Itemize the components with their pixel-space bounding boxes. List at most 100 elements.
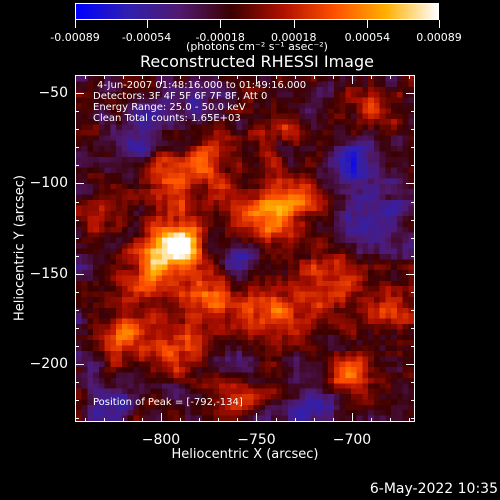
y-axis-tick <box>75 201 79 203</box>
x-axis-tick-top <box>160 75 162 84</box>
colorbar-tick-label: -0.00054 <box>121 31 172 44</box>
y-axis-tick-right <box>411 255 415 257</box>
plot-area <box>75 75 415 422</box>
heatmap-image <box>76 76 414 421</box>
y-axis-tick <box>75 328 79 330</box>
colorbar-units-label: (photons cm⁻² s⁻¹ asec⁻²) <box>186 40 328 53</box>
x-axis-tick-top <box>390 75 392 79</box>
x-axis-tick <box>313 418 315 422</box>
x-axis-tick-top <box>275 75 277 79</box>
y-axis-tick-right <box>411 309 415 311</box>
y-axis-tick <box>75 309 79 311</box>
y-axis-label: Heliocentric Y (arcsec) <box>12 175 28 321</box>
x-axis-tick <box>218 418 220 422</box>
x-axis-tick <box>351 413 353 422</box>
y-axis-tick-right <box>411 75 415 76</box>
y-axis-tick-right <box>411 111 415 113</box>
x-axis-tick <box>199 418 201 422</box>
x-axis-tick-top <box>294 75 296 79</box>
y-tick-label-150: −150 <box>29 265 68 282</box>
x-axis-tick-top <box>141 75 143 79</box>
colorbar-tick <box>220 20 222 28</box>
colorbar-tick <box>367 20 369 28</box>
y-axis-tick <box>75 291 79 293</box>
y-axis-tick-right <box>406 93 415 95</box>
y-axis-tick <box>75 183 84 185</box>
x-axis-tick <box>332 418 334 422</box>
colorbar-tick <box>293 20 295 28</box>
x-axis-tick <box>103 418 105 422</box>
y-tick-label-100: −100 <box>29 175 68 192</box>
y-axis-tick <box>75 400 79 402</box>
info-detectors: Detectors: 3F 4F 5F 6F 7F 8F, Att 0 <box>93 91 268 102</box>
x-axis-tick-top <box>84 75 86 79</box>
x-tick-label-750: −750 <box>237 432 276 448</box>
y-axis-tick <box>75 382 79 384</box>
date-stamp: 6-May-2022 10:35 <box>369 481 498 497</box>
y-axis-tick <box>75 129 79 131</box>
y-axis-tick <box>75 418 79 420</box>
y-axis-tick <box>75 346 79 348</box>
y-axis-tick-right <box>411 237 415 239</box>
colorbar-tick <box>75 20 76 28</box>
y-tick-label-200: −200 <box>29 356 68 373</box>
x-axis-tick-top <box>199 75 201 79</box>
x-axis-tick-top <box>313 75 315 79</box>
x-axis-tick-top <box>332 75 334 79</box>
y-axis-tick-right <box>411 129 415 131</box>
colorbar-tick-label: -0.00089 <box>50 31 100 44</box>
y-axis-tick-right <box>411 418 415 420</box>
x-axis-tick <box>122 418 124 422</box>
x-axis-label: Heliocentric X (arcsec) <box>171 447 319 462</box>
x-axis-tick <box>256 413 258 422</box>
y-axis-tick-right <box>411 328 415 330</box>
x-axis-tick <box>160 413 162 422</box>
y-axis-tick <box>75 364 84 366</box>
colorbar-tick <box>439 20 440 28</box>
info-peak-position: Position of Peak = [-792,-134] <box>93 397 243 408</box>
y-axis-tick <box>75 255 79 257</box>
info-energy-range: Energy Range: 25.0 - 50.0 keV <box>93 102 246 113</box>
y-axis-tick-right <box>411 165 415 167</box>
y-axis-tick-right <box>411 147 415 149</box>
x-axis-tick-top <box>409 75 411 79</box>
x-axis-tick-top <box>180 75 182 79</box>
x-axis-tick <box>409 418 411 422</box>
y-axis-tick <box>75 93 84 95</box>
colorbar <box>75 3 439 20</box>
y-axis-tick <box>75 219 79 221</box>
y-axis-tick <box>75 273 84 275</box>
x-axis-tick <box>390 418 392 422</box>
colorbar-tick-label: -0.00018 <box>195 31 245 44</box>
y-axis-tick <box>75 147 79 149</box>
x-axis-tick <box>237 418 239 422</box>
x-axis-tick <box>84 418 86 422</box>
x-axis-tick-top <box>122 75 124 79</box>
x-axis-tick <box>275 418 277 422</box>
y-axis-tick-right <box>411 219 415 221</box>
x-axis-tick <box>371 418 373 422</box>
y-axis-tick-right <box>406 183 415 185</box>
x-axis-tick-top <box>351 75 353 84</box>
y-axis-tick-right <box>411 382 415 384</box>
x-axis-tick <box>294 418 296 422</box>
y-axis-tick-right <box>411 201 415 203</box>
colorbar-tick <box>146 20 148 28</box>
x-axis-tick-top <box>218 75 220 79</box>
x-axis-tick-top <box>256 75 258 84</box>
x-axis-tick-top <box>371 75 373 79</box>
colorbar-tick-label: 0.00054 <box>344 31 391 44</box>
colorbar-tick-label: 0.00018 <box>271 31 317 44</box>
x-axis-tick-top <box>103 75 105 79</box>
y-axis-tick-right <box>406 273 415 275</box>
y-axis-tick-right <box>411 400 415 402</box>
x-axis-tick <box>141 418 143 422</box>
x-tick-label-700: −700 <box>332 432 372 448</box>
info-time-range: 4-Jun-2007 01:48:16.000 to 01:49:16.000 <box>97 80 307 91</box>
x-axis-tick-top <box>237 75 239 79</box>
y-axis-tick-right <box>406 364 415 366</box>
info-algorithm: Clean Total counts: 1.65E+03 <box>93 113 241 124</box>
x-tick-label-800: −800 <box>141 432 181 448</box>
y-axis-tick <box>75 165 79 167</box>
page-title: Reconstructed RHESSI Image <box>140 52 374 71</box>
